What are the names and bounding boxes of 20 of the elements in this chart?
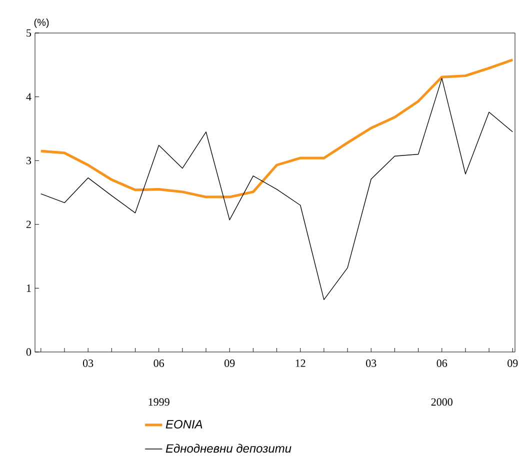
x-tick-label: 06	[154, 360, 164, 367]
legend-label: Еднодневни депозити	[166, 444, 292, 453]
text: 1999	[148, 398, 170, 406]
x-tick-label: 09	[508, 360, 518, 367]
text: 2000	[431, 398, 452, 406]
y-tick-label: 1	[26, 284, 31, 292]
y-tick-label: 2	[26, 220, 31, 228]
x-tick-label: 12	[296, 360, 306, 367]
x-tick-label: 03	[83, 360, 94, 367]
line-series	[40, 58, 514, 198]
y-tick-label: 4	[26, 93, 32, 100]
x-tick-label: 09	[224, 360, 235, 367]
y-tick-label: 5	[26, 29, 32, 37]
x-tick-label: 03	[366, 360, 376, 367]
y-tick-label: 3	[26, 156, 32, 164]
x-tick-label: 06	[436, 360, 448, 367]
legend-label: EONIA	[166, 420, 202, 428]
line-series	[40, 78, 513, 300]
y-tick-label: 0	[26, 348, 32, 356]
y-axis-title: (%)	[34, 18, 49, 28]
